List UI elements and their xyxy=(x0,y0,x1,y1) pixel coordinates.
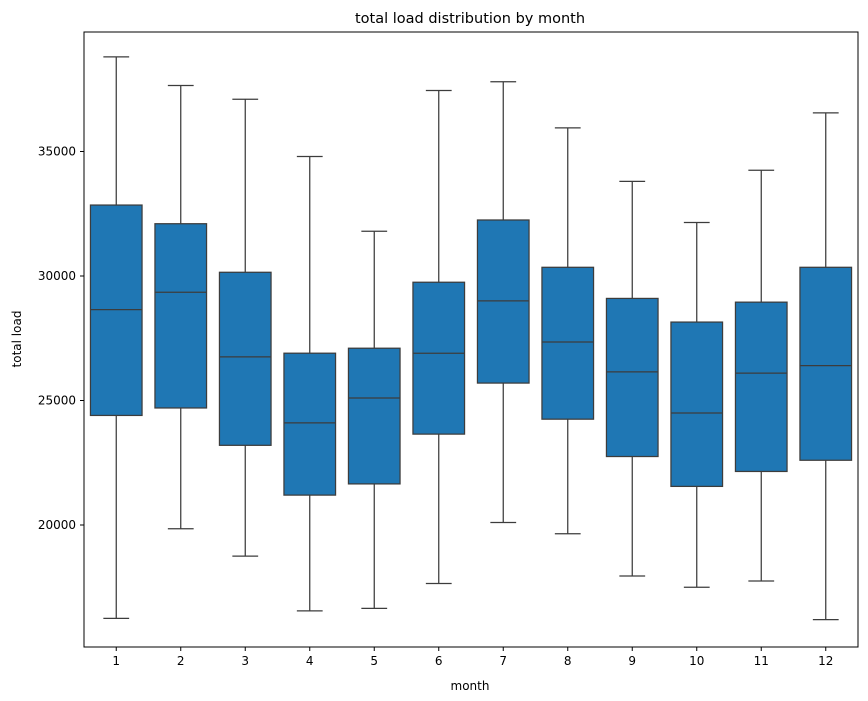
x-tick-label: 4 xyxy=(306,654,314,668)
y-tick-label: 25000 xyxy=(38,394,76,408)
x-tick-label: 10 xyxy=(689,654,704,668)
x-tick-label: 7 xyxy=(499,654,507,668)
x-tick-label: 12 xyxy=(818,654,833,668)
x-tick-label: 8 xyxy=(564,654,572,668)
x-tick-label: 2 xyxy=(177,654,185,668)
y-axis-label: total load xyxy=(10,311,24,368)
box-group-month-4 xyxy=(283,155,337,612)
box-group-month-7 xyxy=(476,81,530,524)
y-tick-label: 20000 xyxy=(38,518,76,532)
box-group-month-2 xyxy=(154,84,208,530)
box xyxy=(347,347,401,485)
box xyxy=(154,223,208,409)
x-tick-label: 9 xyxy=(628,654,636,668)
box-group-month-3 xyxy=(218,98,272,557)
axes-frame xyxy=(83,31,859,648)
x-axis-label: month xyxy=(451,679,490,693)
x-tick-label: 6 xyxy=(435,654,443,668)
x-tick-label: 5 xyxy=(370,654,378,668)
box-group-month-10 xyxy=(670,221,724,588)
box-group-month-12 xyxy=(799,112,853,621)
box-group-month-1 xyxy=(89,56,143,619)
box xyxy=(218,271,272,446)
x-tick-label: 3 xyxy=(241,654,249,668)
box xyxy=(283,352,337,496)
box xyxy=(670,321,724,488)
box xyxy=(605,297,659,458)
box-group-month-6 xyxy=(412,89,466,585)
y-tick-label: 30000 xyxy=(38,269,76,283)
box xyxy=(734,301,788,473)
box-group-month-5 xyxy=(347,230,401,610)
box xyxy=(799,266,853,461)
box-group-month-9 xyxy=(605,180,659,577)
box-group-month-8 xyxy=(541,127,595,535)
y-tick-label: 35000 xyxy=(38,145,76,159)
plot-area xyxy=(89,56,853,621)
box xyxy=(541,266,595,420)
box xyxy=(412,281,466,435)
x-tick-label: 1 xyxy=(112,654,120,668)
chart-title: total load distribution by month xyxy=(355,11,585,27)
x-axis: 1 2 3 4 5 6 7 8 9 10 11 12 xyxy=(112,647,833,668)
y-axis: 20000 25000 30000 35000 xyxy=(38,145,84,532)
x-tick-label: 11 xyxy=(754,654,769,668)
box-group-month-11 xyxy=(734,169,788,582)
